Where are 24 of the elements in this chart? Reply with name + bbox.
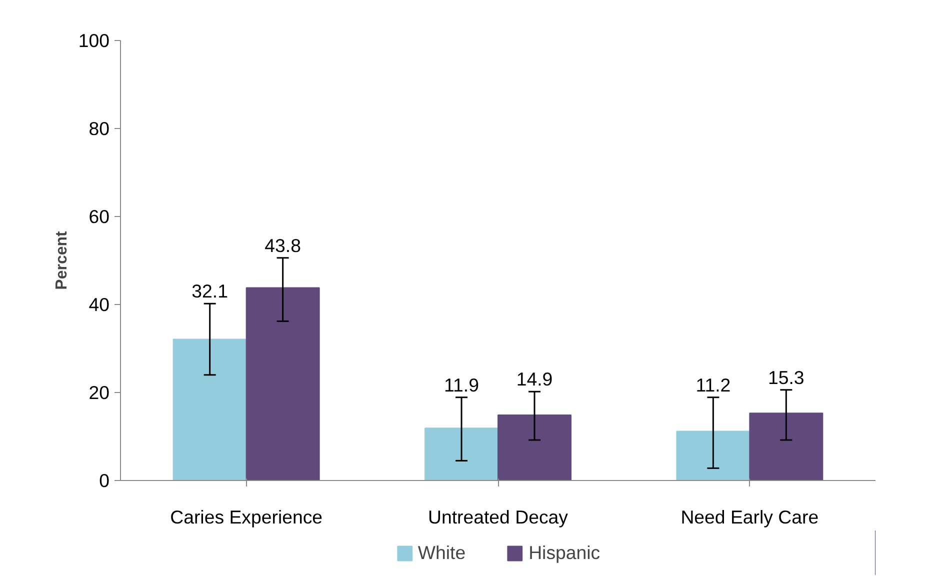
data-label: 11.2 [696,374,731,396]
x-tick-label: Untreated Decay [428,506,569,528]
legend-label: White [418,542,466,564]
data-label: 15.3 [768,366,804,388]
bar [498,414,572,480]
y-tick-label: 40 [88,294,110,315]
bar [172,338,247,480]
y-axis-title: Percent [53,230,70,290]
y-tick-label: 60 [88,206,110,227]
bar [676,430,750,480]
data-label: 14.9 [516,368,553,390]
y-tick-label: 0 [99,470,110,491]
y-tick-label: 80 [88,118,110,139]
bar [424,428,498,480]
x-tick-label: Need Early Care [680,506,819,528]
legend-label: Hispanic [528,542,600,564]
x-tick-label: Caries Experience [170,506,323,528]
bar [749,412,824,480]
data-label: 11.9 [444,374,479,396]
data-label: 43.8 [264,234,301,256]
data-label: 32.1 [192,280,228,302]
y-tick-label: 20 [88,382,110,403]
bar [246,287,320,480]
y-tick-label: 100 [78,30,110,51]
